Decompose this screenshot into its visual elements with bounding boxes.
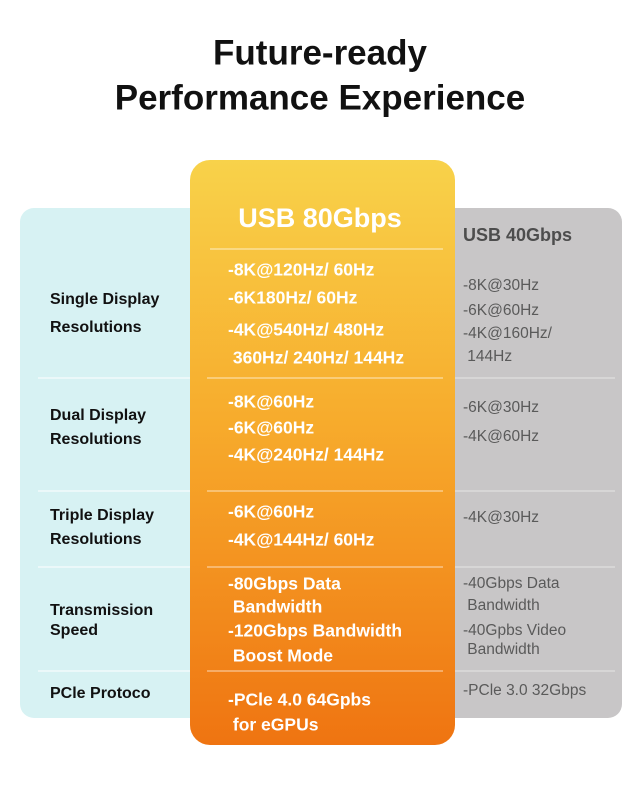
row-label: PCle Protoco [50,685,151,702]
usb80-spec: -120Gbps Bandwidth [228,621,402,641]
usb80-spec: 360Hz/ 240Hz/ 144Hz [228,348,404,368]
usb80-spec: Boost Mode [228,646,333,666]
row-label: Speed [50,622,98,639]
usb80-spec: for eGPUs [228,715,319,735]
title: Future-ready [213,33,427,72]
usb80-spec: -8K@60Hz [228,392,314,412]
usb40-spec: -4K@60Hz [463,428,539,445]
usb40-spec: -PCle 3.0 32Gbps [463,682,586,699]
usb40-spec: Bandwidth [463,641,540,658]
usb80-spec: -4K@540Hz/ 480Hz [228,320,384,340]
usb80-spec: -80Gbps Data [228,574,341,594]
row-label: Dual Display [50,407,146,424]
usb80-spec: -PCle 4.0 64Gpbs [228,690,371,710]
row-label: Single Display [50,291,159,308]
rows: Single Display Resolutions -8K@120Hz/ 60Hz… [38,260,615,735]
usb40-spec: -4K@30Hz [463,509,539,526]
usb40-spec: 144Hz [463,348,512,365]
usb40-panel [430,208,622,718]
row-label: Resolutions [50,319,142,336]
usb80-spec: -6K@60Hz [228,502,314,522]
usb80-spec: Bandwidth [228,597,322,617]
usb80-panel [190,160,455,745]
usb80-spec: -6K180Hz/ 60Hz [228,288,358,308]
column-header: USB 80Gbps [238,203,402,233]
usb80-spec: -4K@144Hz/ 60Hz [228,530,375,550]
row-label: Resolutions [50,531,142,548]
usb40-spec: Bandwidth [463,597,540,614]
usb40-spec: -40Gbps Data [463,575,560,592]
column-header: USB 40Gbps [463,225,572,245]
usb40-spec: -6K@30Hz [463,399,539,416]
usb80-spec: -4K@240Hz/ 144Hz [228,445,384,465]
usb40-spec: -4K@160Hz/ [463,325,553,342]
row-label: Triple Display [50,507,154,524]
usb80-spec: -8K@120Hz/ 60Hz [228,260,375,280]
row-label: Resolutions [50,431,142,448]
title: Performance Experience [115,78,525,117]
usb40-spec: -8K@30Hz [463,277,539,294]
label-panel [20,208,210,718]
usb40-spec: -6K@60Hz [463,302,539,319]
row-label: Transmission [50,602,153,619]
usb40-spec: -40Gpbs Video [463,622,566,639]
usb80-spec: -6K@60Hz [228,418,314,438]
